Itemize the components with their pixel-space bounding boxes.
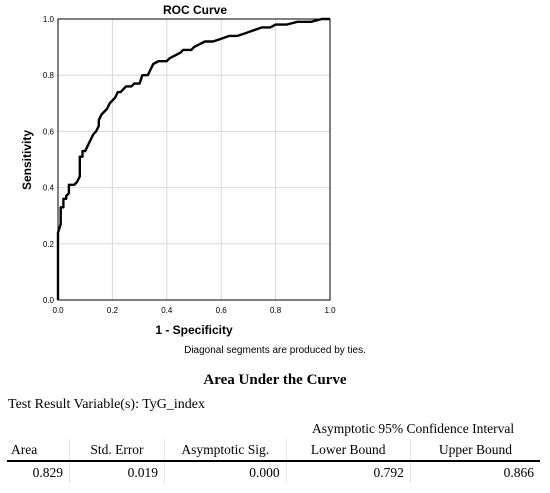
x-tick-label: 0.2 xyxy=(107,306,119,315)
column-header-lower-bound: Lower Bound xyxy=(285,439,411,462)
x-axis-ticks: 0.0 0.2 0.4 0.6 0.8 1.0 xyxy=(52,306,336,315)
y-tick-label: 0.8 xyxy=(43,71,55,80)
y-tick-label: 0.4 xyxy=(43,184,55,193)
cell-area: 0.829 xyxy=(32,465,63,480)
column-header-area: Area xyxy=(7,439,70,462)
ties-note: Diagonal segments are produced by ties. xyxy=(184,345,366,356)
y-axis-ticks: 0.0 0.2 0.4 0.6 0.8 1.0 xyxy=(43,15,55,305)
x-tick-label: 0.4 xyxy=(161,306,173,315)
y-tick-label: 0.2 xyxy=(43,240,55,249)
cell-lower-bound: 0.792 xyxy=(285,461,411,483)
x-tick-label: 0.8 xyxy=(270,306,282,315)
y-tick-label: 0.0 xyxy=(43,296,55,305)
auc-table-subtitle: Test Result Variable(s): TyG_index xyxy=(8,397,205,412)
cell-upper-bound: 0.866 xyxy=(409,461,540,483)
column-header-asymptotic-sig: Asymptotic Sig. xyxy=(163,439,287,462)
column-header-std-error: Std. Error xyxy=(68,439,165,462)
cell-asymptotic-sig: 0.000 xyxy=(163,461,287,483)
auc-table-title: Area Under the Curve xyxy=(203,372,347,388)
y-tick-label: 1.0 xyxy=(43,15,55,24)
x-axis-label: 1 - Specificity xyxy=(155,323,233,337)
table-row: 0.829 0.019 0.000 0.792 0.866 xyxy=(7,461,540,483)
y-axis-label: Sensitivity xyxy=(20,130,34,190)
roc-curve-line xyxy=(56,17,330,300)
plot-frame xyxy=(57,18,331,301)
table-header-row: Asymptotic 95% Confidence Interval xyxy=(7,418,540,439)
y-tick-label: 0.6 xyxy=(43,127,55,136)
x-tick-label: 0.6 xyxy=(216,306,228,315)
chart-title: ROC Curve xyxy=(163,3,227,17)
x-tick-label: 0.0 xyxy=(52,306,64,315)
ci-group-header: Asymptotic 95% Confidence Interval xyxy=(312,421,515,436)
roc-chart: ROC Curve 0.0 0.2 0.4 0.6 0.8 1.0 0.00.20.40.… xyxy=(20,3,336,337)
auc-table: Asymptotic 95% Confidence Interval Area … xyxy=(7,418,540,483)
x-tick-label: 1.0 xyxy=(324,306,336,315)
grid xyxy=(58,19,330,300)
cell-std-error: 0.019 xyxy=(68,461,165,483)
column-header-upper-bound: Upper Bound xyxy=(409,439,540,462)
table-header-row: Area Std. Error Asymptotic Sig. Lower Bo… xyxy=(7,439,540,462)
